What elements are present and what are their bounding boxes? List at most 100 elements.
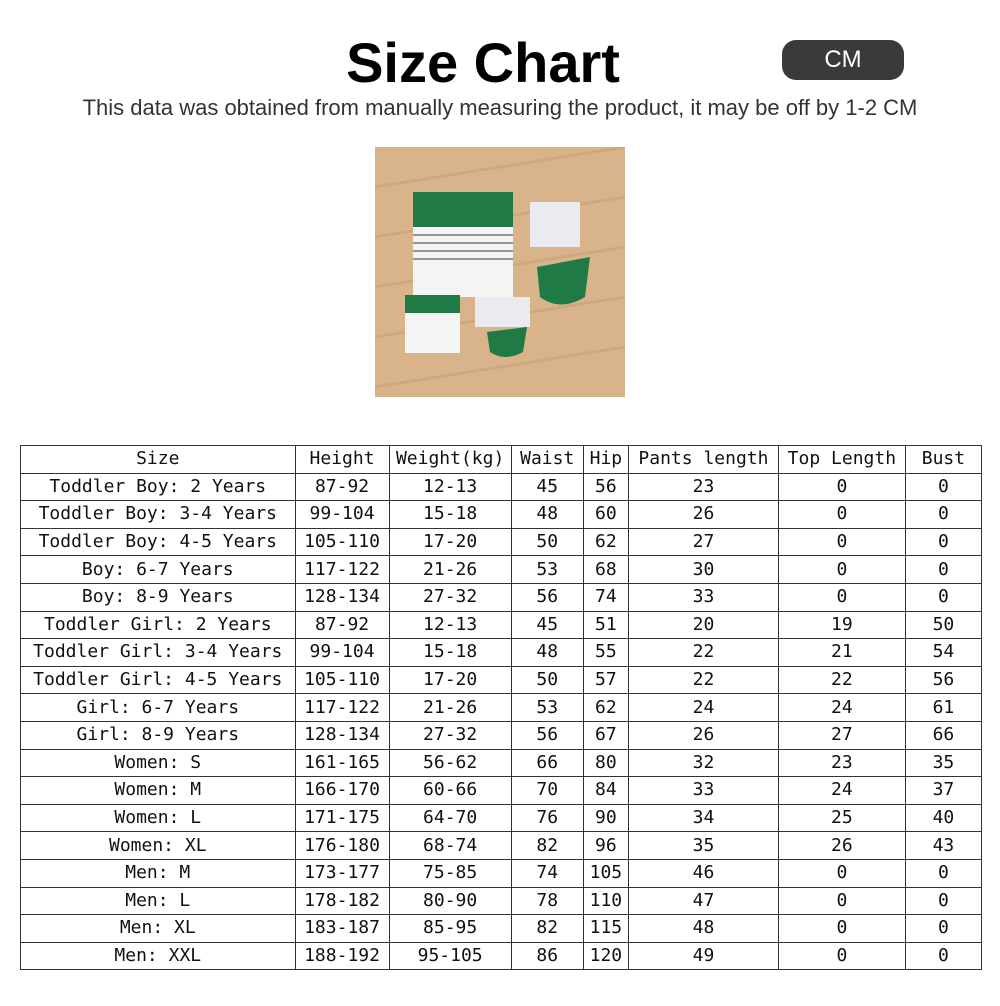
column-header: Weight(kg) [388,445,512,474]
table-cell: 68-74 [388,831,512,860]
table-cell: 53 [510,555,584,584]
table-cell: Men: M [20,858,296,888]
table-cell: 0 [777,500,906,529]
table-cell: Toddler Boy: 3-4 Years [20,500,296,529]
table-row: Women: L 171-175 64-70 76 90 34 25 40 [20,803,983,833]
table-cell: 26 [777,831,906,860]
table-cell: 48 [510,500,584,529]
table-cell: Women: XL [20,831,296,860]
subtitle: This data was obtained from manually mea… [82,95,918,120]
table-cell: 105-110 [294,527,390,557]
table-cell: 0 [777,858,906,888]
table-cell: 117-122 [294,555,390,584]
table-cell: 62 [582,693,630,722]
table-cell: 26 [628,500,779,529]
table-row: Boy: 8-9 Years 128-134 27-32 56 74 33 0 0 [20,582,983,612]
table-cell: 56 [904,665,983,695]
table-cell: 0 [904,582,983,612]
table-cell: 62 [582,527,630,557]
table-cell: 0 [777,914,906,943]
table-cell: 0 [904,472,983,502]
column-header: Top Length [777,445,906,474]
column-header: Waist [510,445,584,474]
table-cell: 21-26 [388,693,512,722]
table-cell: 64-70 [388,803,512,833]
table-cell: 43 [904,831,983,860]
table-cell: 19 [777,610,906,640]
table-row: Girl: 6-7 Years 117-122 21-26 53 62 24 24 61 [20,693,983,722]
table-cell: 57 [582,665,630,695]
table-cell: 0 [904,858,983,888]
table-cell: 117-122 [294,693,390,722]
table-cell: 23 [628,472,779,502]
table-cell: 75-85 [388,858,512,888]
table-cell: 99-104 [294,500,390,529]
table-cell: 0 [777,582,906,612]
table-cell: 27-32 [388,720,512,750]
table-row: Boy: 6-7 Years 117-122 21-26 53 68 30 0 0 [20,555,983,584]
table-cell: 34 [628,803,779,833]
table-cell: 17-20 [388,527,512,557]
table-cell: 87-92 [294,472,390,502]
table-cell: 0 [777,472,906,502]
table-cell: 0 [777,941,906,971]
column-header: Size [20,445,296,474]
table-row: Men: L 178-182 80-90 78 110 47 0 0 [20,886,983,916]
table-cell: Men: XL [20,914,296,943]
table-cell: 30 [628,555,779,584]
table-cell: 50 [510,665,584,695]
table-cell: 20 [628,610,779,640]
table-row: Toddler Boy: 2 Years 87-92 12-13 45 56 23 0 0 [20,472,983,502]
table-cell: 105-110 [294,665,390,695]
table-cell: 0 [777,527,906,557]
table-cell: 56-62 [388,748,512,778]
table-cell: Women: L [20,803,296,833]
table-cell: 161-165 [294,748,390,778]
table-cell: 80 [582,748,630,778]
table-cell: Toddler Girl: 3-4 Years [20,638,296,667]
table-cell: 48 [628,914,779,943]
table-cell: 23 [777,748,906,778]
table-cell: 66 [510,748,584,778]
table-cell: Toddler Girl: 4-5 Years [20,665,296,695]
table-cell: 176-180 [294,831,390,860]
table-cell: 54 [904,638,983,667]
table-cell: Women: M [20,776,296,805]
table-cell: 49 [628,941,779,971]
table-cell: 32 [628,748,779,778]
table-cell: 85-95 [388,914,512,943]
table-cell: 0 [904,941,983,971]
table-cell: 24 [777,776,906,805]
table-row: Toddler Girl: 3-4 Years 99-104 15-18 48 55 22… [20,638,983,667]
table-cell: 48 [510,638,584,667]
table-cell: 15-18 [388,500,512,529]
table-cell: Men: XXL [20,941,296,971]
table-cell: 24 [628,693,779,722]
table-cell: 82 [510,831,584,860]
table-cell: Girl: 8-9 Years [20,720,296,750]
table-cell: 56 [510,582,584,612]
table-row: Toddler Boy: 3-4 Years 99-104 15-18 48 60 26 0… [20,500,983,529]
table-cell: Men: L [20,886,296,916]
table-cell: 35 [904,748,983,778]
table-cell: 17-20 [388,665,512,695]
column-header: Pants length [628,445,779,474]
table-cell: 110 [582,886,630,916]
table-cell: 56 [582,472,630,502]
table-row: Toddler Girl: 2 Years 87-92 12-13 45 51 20 19 5… [20,610,983,640]
table-cell: 61 [904,693,983,722]
table-cell: 76 [510,803,584,833]
table-cell: Boy: 6-7 Years [20,555,296,584]
table-row: Women: S 161-165 56-62 66 80 32 23 35 [20,748,983,778]
table-cell: 26 [628,720,779,750]
table-cell: 173-177 [294,858,390,888]
table-cell: 45 [510,472,584,502]
table-cell: 96 [582,831,630,860]
table-cell: 0 [777,886,906,916]
product-photo [375,147,625,397]
table-cell: 0 [777,555,906,584]
table-row: Women: M 166-170 60-66 70 84 33 24 37 [20,776,983,805]
table-cell: 0 [904,527,983,557]
column-header: Hip [582,445,630,474]
table-cell: 80-90 [388,886,512,916]
